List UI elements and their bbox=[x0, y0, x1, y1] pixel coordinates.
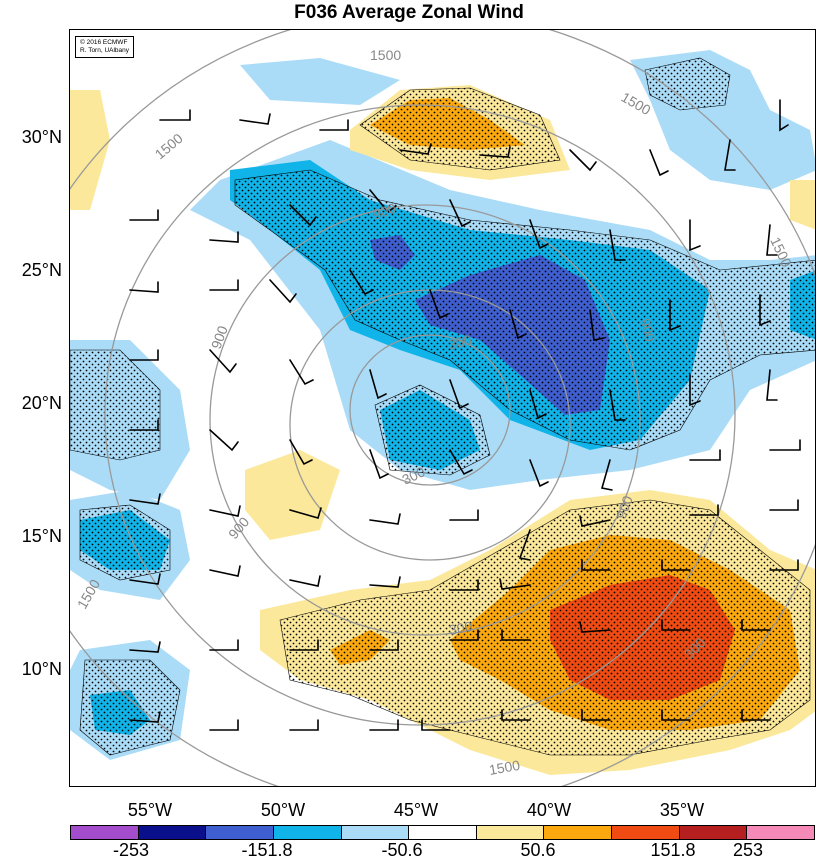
chart-title: F036 Average Zonal Wind bbox=[294, 2, 524, 23]
credit-box: © 2016 ECMWF R. Torn, UAlbany bbox=[75, 36, 135, 58]
map-field: 1500 1500 1500 1500 1500 1500 900 900 90… bbox=[70, 30, 815, 786]
lon-label: 50°W bbox=[260, 800, 306, 820]
lon-label: 40°W bbox=[526, 800, 572, 820]
map-panel: 1500 1500 1500 1500 1500 1500 900 900 90… bbox=[69, 29, 816, 787]
contour-label: 300 bbox=[448, 618, 474, 638]
lon-label: 35°W bbox=[659, 800, 705, 820]
colorbar-swatch bbox=[544, 826, 613, 839]
lat-label: 25°N bbox=[21, 260, 62, 280]
credit-line: © 2016 ECMWF bbox=[80, 39, 128, 46]
contour-label: 1500 bbox=[488, 757, 522, 778]
colorbar-label: 50.6 bbox=[520, 840, 556, 860]
contour-label: 900 bbox=[371, 200, 399, 223]
wind-barbs bbox=[129, 99, 801, 731]
colorbar-swatch bbox=[71, 826, 139, 839]
colorbar-swatch bbox=[612, 826, 680, 839]
colorbar-label: -253 bbox=[112, 840, 150, 860]
lat-label: 20°N bbox=[21, 393, 62, 413]
contour-labels: 1500 1500 1500 1500 1500 1500 900 900 90… bbox=[74, 47, 795, 778]
contour-label: 900 bbox=[225, 514, 252, 542]
lat-label: 15°N bbox=[21, 526, 62, 546]
contour-label: 1500 bbox=[370, 47, 401, 63]
colorbar-label: 253 bbox=[732, 840, 764, 860]
lat-label: 30°N bbox=[21, 127, 62, 147]
contour-label: 900 bbox=[637, 317, 659, 344]
contour-label: 1500 bbox=[152, 130, 186, 162]
lon-label: 55°W bbox=[127, 800, 173, 820]
contour-label: 300 bbox=[447, 331, 474, 353]
lat-label: 10°N bbox=[21, 659, 62, 679]
colorbar-swatch bbox=[409, 826, 477, 839]
colorbar-swatch bbox=[138, 826, 207, 839]
credit-line: R. Torn, UAlbany bbox=[80, 47, 130, 54]
colorbar-swatch bbox=[206, 826, 274, 839]
lon-label: 45°W bbox=[393, 800, 439, 820]
colorbar-swatch bbox=[679, 826, 748, 839]
colorbar-swatch bbox=[273, 826, 342, 839]
colorbar-label: -151.8 bbox=[241, 840, 293, 860]
contour-label: 900 bbox=[613, 493, 636, 521]
colorbar-label: 151.8 bbox=[650, 840, 696, 860]
colorbar bbox=[70, 825, 815, 840]
contour-label: 900 bbox=[208, 323, 231, 351]
colorbar-label: -50.6 bbox=[381, 840, 423, 860]
colorbar-swatch bbox=[747, 826, 815, 839]
colorbar-swatch bbox=[341, 826, 410, 839]
colorbar-swatch bbox=[476, 826, 545, 839]
